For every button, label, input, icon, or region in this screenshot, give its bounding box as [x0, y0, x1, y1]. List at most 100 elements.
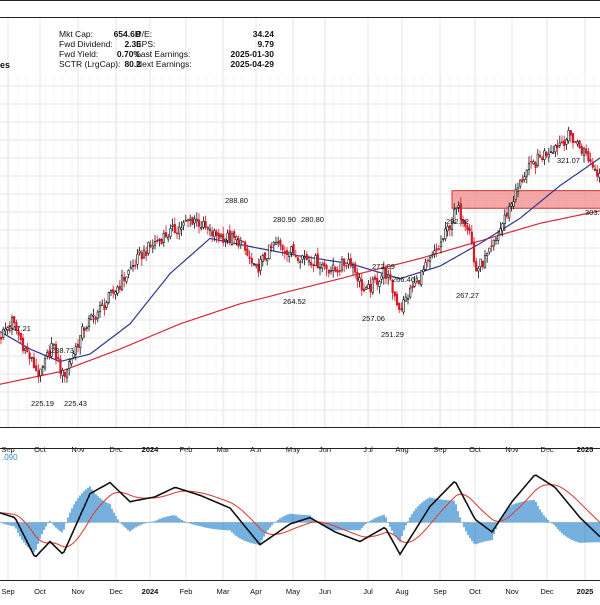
candle-body — [400, 308, 403, 311]
candle-body — [519, 179, 522, 187]
candle-body — [556, 144, 559, 148]
candle-body — [437, 248, 440, 250]
candle-body — [131, 265, 135, 267]
candle-body — [468, 227, 471, 232]
stat-last-earnings: Last Earnings: 2025-01-30 — [136, 49, 274, 59]
candle-body — [580, 146, 583, 154]
candle-body — [173, 223, 176, 234]
candle-body — [367, 284, 370, 289]
macd-histogram-bar — [341, 522, 343, 531]
macd-histogram-bar — [313, 519, 315, 523]
macd-histogram-bar — [253, 522, 255, 544]
candle-body — [101, 303, 104, 306]
stat-value: 34.24 — [252, 29, 274, 39]
candle-body — [351, 265, 355, 268]
macd-histogram-bar — [449, 500, 451, 523]
candle-body — [105, 302, 108, 308]
macd-histogram-bar — [545, 517, 547, 523]
resistance-zone — [451, 190, 600, 209]
candle-body — [569, 130, 572, 136]
candle-body — [560, 141, 564, 144]
candle-body — [365, 287, 368, 290]
candle-body — [384, 267, 388, 279]
macd-histogram-bar — [577, 522, 579, 543]
candle-body — [415, 277, 418, 282]
candle-body — [402, 299, 405, 313]
price-annotation: 251.29 — [381, 330, 404, 339]
macd-histogram-bar — [397, 522, 399, 540]
macd-histogram-bar — [389, 522, 391, 527]
macd-histogram-bar — [567, 522, 569, 538]
candle-body — [362, 288, 366, 292]
candle-body — [39, 368, 42, 376]
macd-histogram-bar — [327, 522, 329, 529]
macd-histogram-bar — [295, 514, 297, 523]
macd-histogram-bar — [221, 522, 223, 530]
candle-body — [191, 216, 194, 225]
macd-histogram-bar — [283, 516, 285, 523]
macd-histogram-bar — [179, 518, 181, 523]
macd-histogram-bar — [429, 497, 431, 523]
candle-body — [466, 225, 469, 231]
candle-body — [244, 241, 247, 251]
macd-x-tick-label: Aug — [395, 587, 408, 596]
candle-body — [360, 279, 363, 291]
candle-body — [85, 327, 88, 329]
macd-histogram-bar — [275, 521, 277, 523]
candle-body — [501, 223, 504, 232]
candle-body — [239, 240, 242, 246]
candle-body — [270, 246, 273, 248]
macd-histogram-bar — [27, 522, 29, 548]
candle-body — [378, 281, 381, 287]
candle-body — [8, 325, 11, 328]
macd-histogram-bar — [263, 522, 265, 537]
candle-body — [503, 214, 506, 224]
macd-histogram-bar — [71, 508, 73, 523]
macd-histogram-bar — [127, 522, 129, 531]
candle-body — [523, 176, 526, 180]
candle-body — [292, 244, 295, 255]
candle-body — [294, 255, 297, 258]
macd-histogram-bar — [165, 516, 167, 523]
macd-histogram-bar — [75, 501, 77, 523]
candle-body — [233, 231, 236, 238]
stat-next-earnings: Next Earnings: 2025-04-29 — [136, 59, 274, 69]
macd-histogram-bar — [325, 522, 327, 528]
macd-histogram-bar — [417, 506, 419, 523]
candle-body — [10, 317, 14, 329]
macd-histogram-bar — [359, 522, 361, 531]
candle-body — [376, 277, 379, 285]
macd-histogram-bar — [381, 515, 383, 523]
candle-body — [118, 285, 121, 290]
candle-body — [59, 358, 62, 374]
candle-body — [450, 221, 454, 230]
macd-histogram-bar — [177, 517, 179, 523]
macd-histogram-bar — [195, 522, 197, 526]
candle-body — [538, 154, 542, 158]
price-annotation: 257.06 — [362, 314, 385, 323]
candle-body — [37, 370, 40, 378]
macd-x-tick-label: Oct — [34, 587, 47, 596]
macd-histogram-bar — [199, 522, 201, 527]
macd-histogram-bar — [143, 522, 145, 524]
price-x-axis: Sep Oct Nov Dec 2024 Feb Mar Apr May Jun Jul Aug Sep… — [1, 445, 593, 454]
macd-histogram-bar — [145, 522, 147, 524]
macd-histogram-bar — [11, 522, 13, 526]
candle-body — [35, 365, 38, 371]
candle-body — [453, 209, 456, 223]
macd-histogram-bar — [293, 514, 295, 523]
candle-body — [125, 276, 128, 282]
price-annotation: 292.02 — [446, 217, 469, 226]
macd-histogram-bar — [393, 522, 395, 535]
candle-body — [178, 226, 181, 235]
candle-body — [299, 261, 302, 263]
macd-histogram-bar — [255, 522, 257, 545]
macd-histogram-bar — [365, 522, 367, 525]
macd-histogram-bar — [93, 491, 95, 523]
macd-histogram-bar — [273, 522, 275, 524]
macd-histogram-bar — [463, 522, 465, 528]
candle-body — [404, 296, 407, 302]
candle-body — [195, 218, 198, 222]
price-annotation: 272.09 — [372, 262, 395, 271]
macd-histogram-bar — [269, 522, 271, 528]
